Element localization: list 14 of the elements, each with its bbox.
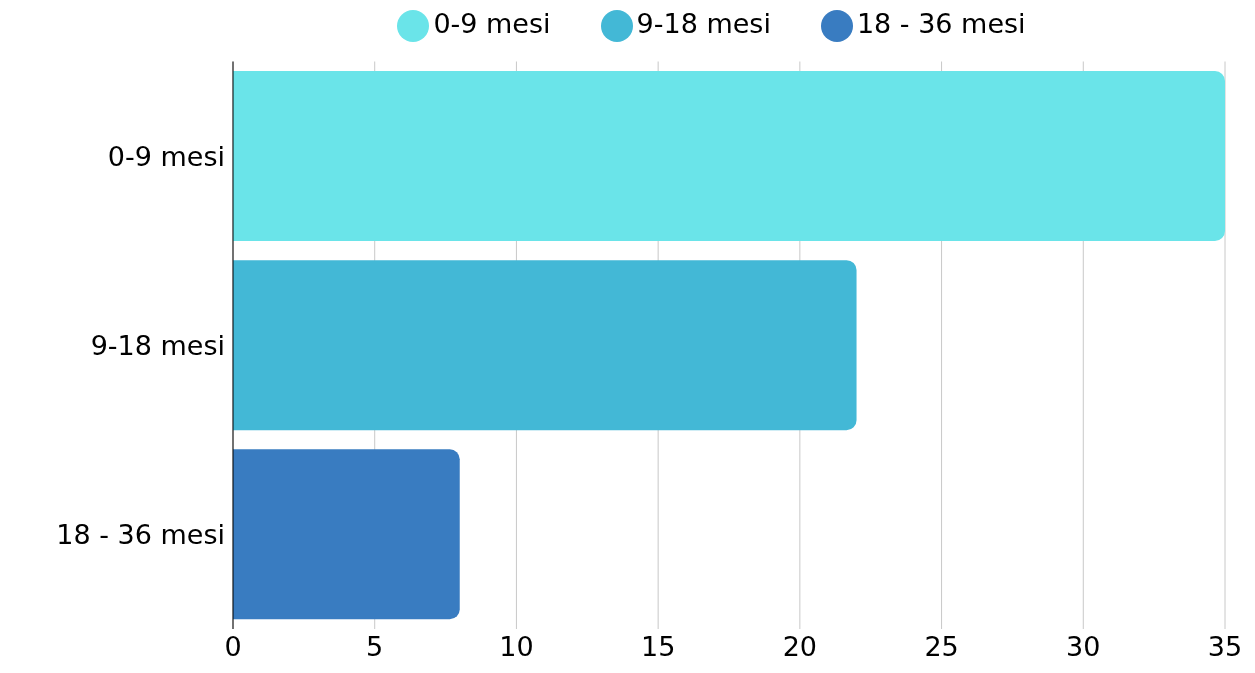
y-tick-label: 0-9 mesi	[107, 140, 225, 172]
x-tick-label: 0	[224, 631, 242, 663]
y-tick-label: 18 - 36 mesi	[56, 519, 225, 550]
x-tick-label: 30	[1066, 631, 1101, 663]
x-tick-label: 15	[640, 631, 676, 663]
x-tick-label: 5	[366, 631, 384, 663]
x-tick-label: 20	[782, 631, 818, 663]
x-tick-label: 25	[924, 631, 959, 663]
x-tick-label: 10	[499, 631, 534, 663]
x-tick-label: 35	[1207, 631, 1243, 663]
legend-label: 0-9 mesi	[433, 8, 551, 39]
legend-label: 18 - 36 mesi	[856, 8, 1026, 39]
y-tick-label: 9-18 mesi	[90, 329, 225, 361]
legend-label: 9-18 mesi	[636, 8, 771, 39]
